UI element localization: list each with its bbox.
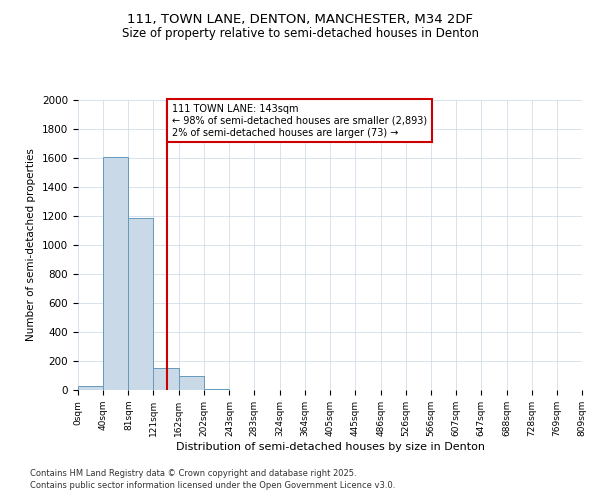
Y-axis label: Number of semi-detached properties: Number of semi-detached properties [26, 148, 37, 342]
Text: 111, TOWN LANE, DENTON, MANCHESTER, M34 2DF: 111, TOWN LANE, DENTON, MANCHESTER, M34 … [127, 12, 473, 26]
Bar [78, 386, 103, 390]
Text: Contains public sector information licensed under the Open Government Licence v3: Contains public sector information licen… [30, 481, 395, 490]
Bar [128, 218, 154, 390]
Text: Size of property relative to semi-detached houses in Denton: Size of property relative to semi-detach… [121, 28, 479, 40]
Text: 111 TOWN LANE: 143sqm
← 98% of semi-detached houses are smaller (2,893)
2% of se: 111 TOWN LANE: 143sqm ← 98% of semi-deta… [172, 104, 427, 138]
Bar [154, 368, 179, 390]
Text: Contains HM Land Registry data © Crown copyright and database right 2025.: Contains HM Land Registry data © Crown c… [30, 468, 356, 477]
X-axis label: Distribution of semi-detached houses by size in Denton: Distribution of semi-detached houses by … [176, 442, 485, 452]
Bar [103, 156, 128, 390]
Bar [179, 376, 204, 390]
